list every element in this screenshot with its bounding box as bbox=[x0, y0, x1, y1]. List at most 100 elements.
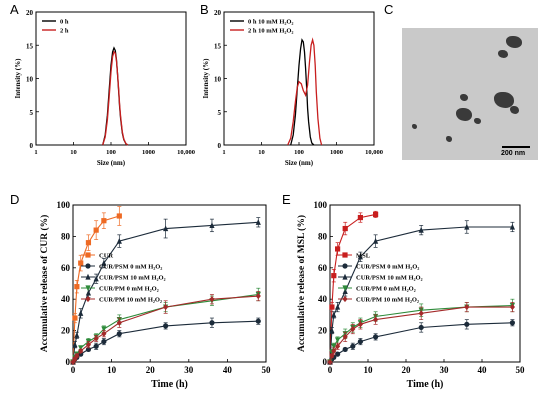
data-point bbox=[85, 341, 92, 348]
data-point bbox=[373, 211, 379, 218]
x-tick-label: 1 bbox=[34, 149, 37, 156]
y-axis-label: Accumulative release of CUR (%) bbox=[39, 215, 50, 353]
data-point bbox=[209, 320, 215, 326]
x-tick-label: 10 bbox=[364, 365, 374, 375]
y-tick-label: 100 bbox=[314, 200, 328, 210]
data-point bbox=[373, 334, 379, 340]
tem-particle bbox=[498, 50, 508, 58]
x-tick-label: 10 bbox=[258, 149, 265, 156]
legend-marker bbox=[85, 263, 91, 269]
y-tick-label: 20 bbox=[318, 326, 328, 336]
chart-d: 0 10 20 30 40 50 0 20 40 60 80 100 Time (h) Accumulat… bbox=[39, 200, 271, 390]
legend-label: 0 h 10 mM H₂O₂ bbox=[248, 19, 293, 26]
data-point bbox=[464, 303, 470, 311]
data-point bbox=[335, 246, 341, 252]
x-tick-label: 20 bbox=[402, 365, 412, 375]
data-point bbox=[93, 227, 99, 233]
data-point bbox=[209, 222, 215, 229]
scale-bar bbox=[502, 146, 530, 148]
data-point bbox=[509, 303, 515, 311]
tem-particle bbox=[456, 108, 472, 121]
x-tick-label: 50 bbox=[516, 365, 526, 375]
x-tick-label: 20 bbox=[146, 365, 156, 375]
x-tick-label: 0 bbox=[71, 365, 76, 375]
series bbox=[70, 291, 261, 366]
x-tick-label: 1000 bbox=[330, 149, 343, 156]
x-tick-label: 100 bbox=[294, 149, 304, 156]
series bbox=[70, 317, 261, 365]
x-tick-label: 30 bbox=[184, 365, 194, 375]
series-line bbox=[287, 37, 323, 146]
panel-label-b: B bbox=[200, 2, 209, 17]
data-point bbox=[331, 273, 337, 279]
y-tick-label: 20 bbox=[26, 9, 34, 17]
plot-frame bbox=[72, 204, 267, 363]
y-tick-label: 80 bbox=[318, 231, 328, 241]
y-tick-label: 0 bbox=[30, 142, 34, 150]
x-tick-label: 50 bbox=[262, 365, 272, 375]
legend-marker bbox=[85, 285, 91, 292]
legend-label: CUR/PSM 0 mM H₂O₂ bbox=[99, 264, 162, 271]
y-tick-label: 20 bbox=[214, 9, 222, 17]
data-point bbox=[335, 337, 341, 344]
tem-particle bbox=[494, 92, 514, 108]
panel-label-c: C bbox=[384, 2, 394, 17]
y-axis-label: Intensity (%) bbox=[14, 58, 22, 99]
series-line bbox=[290, 38, 315, 146]
data-point bbox=[85, 240, 92, 246]
x-tick-label: 30 bbox=[440, 365, 450, 375]
tem-micrograph: 200 nm bbox=[402, 28, 538, 160]
data-point bbox=[464, 223, 470, 230]
panel-label-a: A bbox=[10, 2, 19, 17]
data-point bbox=[93, 343, 99, 349]
x-tick-label: 10 bbox=[107, 365, 117, 375]
x-tick-label: 1000 bbox=[142, 149, 155, 156]
data-point bbox=[418, 310, 424, 317]
legend-label: 0 h bbox=[60, 19, 69, 26]
y-tick-label: 5 bbox=[218, 109, 222, 117]
y-tick-label: 10 bbox=[214, 76, 222, 84]
data-point bbox=[342, 225, 348, 232]
series bbox=[290, 38, 315, 146]
data-point bbox=[464, 321, 470, 327]
legend-marker bbox=[342, 295, 348, 303]
plot-frame bbox=[223, 11, 375, 146]
x-tick-label: 10,000 bbox=[177, 149, 195, 156]
y-tick-label: 0 bbox=[66, 357, 71, 367]
data-point bbox=[101, 259, 107, 266]
legend-label: MSL bbox=[356, 253, 371, 260]
data-point bbox=[373, 316, 379, 323]
data-point bbox=[209, 296, 215, 303]
series-line bbox=[102, 50, 129, 146]
legend-marker bbox=[342, 263, 348, 269]
y-tick-label: 15 bbox=[26, 42, 34, 50]
tem-particle bbox=[506, 36, 522, 48]
legend-label: CUR/PM 0 mM H₂O₂ bbox=[99, 286, 159, 293]
data-point bbox=[116, 331, 122, 337]
data-point bbox=[335, 351, 341, 357]
data-point bbox=[72, 315, 78, 321]
plot-frame bbox=[329, 204, 521, 363]
data-point bbox=[74, 284, 80, 290]
data-point bbox=[357, 338, 363, 345]
y-axis-label: Accumulative release of MSL (%) bbox=[296, 215, 307, 352]
data-point bbox=[331, 343, 337, 350]
data-point bbox=[373, 237, 379, 244]
legend: 0 h2 h bbox=[42, 19, 69, 35]
data-point bbox=[116, 213, 122, 219]
data-point bbox=[78, 260, 84, 266]
legend: MSL CUR/PSM 0 mM H₂O₂ CUR/PSM 10 mM H₂O₂ CU… bbox=[338, 252, 423, 304]
y-tick-label: 40 bbox=[318, 294, 328, 304]
data-point bbox=[78, 310, 84, 316]
legend-marker bbox=[342, 285, 348, 292]
legend-label: CUR/PM 10 mM H₂O₂ bbox=[356, 297, 419, 304]
data-point bbox=[350, 325, 356, 333]
x-axis-label: Size (nm) bbox=[285, 159, 314, 167]
y-tick-label: 40 bbox=[61, 294, 71, 304]
x-axis-label: Size (nm) bbox=[97, 159, 126, 167]
legend-label: CUR bbox=[99, 253, 113, 260]
data-point bbox=[329, 304, 335, 310]
legend-label: CUR/PM 0 mM H₂O₂ bbox=[356, 286, 416, 293]
data-point bbox=[335, 343, 341, 350]
